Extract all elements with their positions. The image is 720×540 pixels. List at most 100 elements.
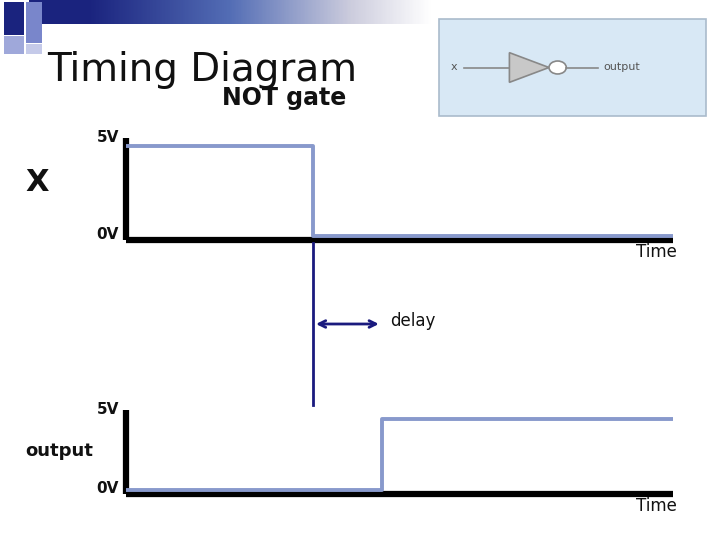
Bar	[197, 0, 199, 24]
Bar	[406, 0, 408, 24]
Bar	[248, 0, 251, 24]
Bar	[405, 0, 407, 24]
Bar	[398, 0, 400, 24]
Bar	[189, 0, 192, 24]
Bar	[341, 0, 343, 24]
Bar	[335, 0, 337, 24]
Bar	[427, 0, 428, 24]
Bar	[278, 0, 280, 24]
Bar	[402, 0, 405, 24]
Text: NOT gate: NOT gate	[222, 86, 346, 110]
Bar	[34, 0, 36, 24]
Bar	[225, 0, 228, 24]
Bar	[169, 0, 171, 24]
Bar	[297, 0, 300, 24]
Bar	[207, 0, 209, 24]
Bar	[271, 0, 274, 24]
Text: delay: delay	[390, 312, 436, 330]
Bar	[361, 0, 363, 24]
Bar	[115, 0, 117, 24]
Bar	[350, 0, 352, 24]
Text: x: x	[451, 63, 457, 72]
Bar	[68, 0, 70, 24]
Bar	[426, 0, 428, 24]
Bar	[106, 0, 108, 24]
Bar	[87, 0, 89, 24]
Bar	[287, 0, 289, 24]
Bar	[256, 0, 258, 24]
Bar	[313, 0, 315, 24]
Bar	[266, 0, 269, 24]
Bar	[261, 0, 263, 24]
Bar	[4, 36, 24, 54]
Bar	[95, 0, 97, 24]
Bar	[285, 0, 287, 24]
Bar	[277, 0, 279, 24]
Bar	[242, 0, 244, 24]
Bar	[231, 0, 233, 24]
Bar	[160, 0, 162, 24]
Bar	[386, 0, 388, 24]
Text: output: output	[25, 442, 93, 460]
Bar	[118, 0, 120, 24]
Bar	[88, 0, 90, 24]
Bar	[109, 0, 110, 24]
Bar	[131, 0, 133, 24]
Bar	[228, 0, 230, 24]
Bar	[397, 0, 399, 24]
Bar	[184, 0, 186, 24]
Bar	[211, 0, 213, 24]
Bar	[156, 0, 158, 24]
Text: 0V: 0V	[96, 227, 119, 242]
Bar	[148, 0, 150, 24]
Circle shape	[549, 61, 566, 74]
Bar	[107, 0, 109, 24]
Bar	[203, 0, 204, 24]
Bar	[305, 0, 307, 24]
Bar	[373, 0, 374, 24]
Bar	[294, 0, 297, 24]
Bar	[191, 0, 193, 24]
Bar	[55, 0, 56, 24]
Bar	[122, 0, 124, 24]
Bar	[123, 0, 125, 24]
Bar	[377, 0, 379, 24]
Bar	[91, 0, 93, 24]
Bar	[46, 0, 48, 24]
Bar	[319, 0, 321, 24]
Bar	[299, 0, 300, 24]
Bar	[346, 0, 348, 24]
Bar	[127, 0, 130, 24]
Bar	[4, 2, 24, 35]
Bar	[375, 0, 377, 24]
Bar	[358, 0, 360, 24]
Bar	[151, 0, 153, 24]
Bar	[84, 0, 86, 24]
Bar	[186, 0, 189, 24]
Bar	[355, 0, 357, 24]
Bar	[140, 0, 141, 24]
Bar	[310, 0, 312, 24]
Bar	[378, 0, 380, 24]
Bar	[245, 0, 247, 24]
Bar	[372, 0, 374, 24]
Bar	[343, 0, 345, 24]
Bar	[32, 0, 34, 24]
Bar	[80, 0, 82, 24]
Bar	[417, 0, 419, 24]
Bar	[126, 0, 128, 24]
Bar	[235, 0, 237, 24]
Bar	[30, 0, 32, 24]
Bar	[225, 0, 226, 24]
Bar	[384, 0, 387, 24]
Bar	[161, 0, 163, 24]
Bar	[58, 0, 60, 24]
Bar	[413, 0, 415, 24]
Bar	[331, 0, 333, 24]
Bar	[212, 0, 215, 24]
Bar	[354, 0, 356, 24]
Text: 5V: 5V	[96, 402, 119, 417]
Bar	[268, 0, 269, 24]
Bar	[103, 0, 105, 24]
Bar	[302, 0, 305, 24]
